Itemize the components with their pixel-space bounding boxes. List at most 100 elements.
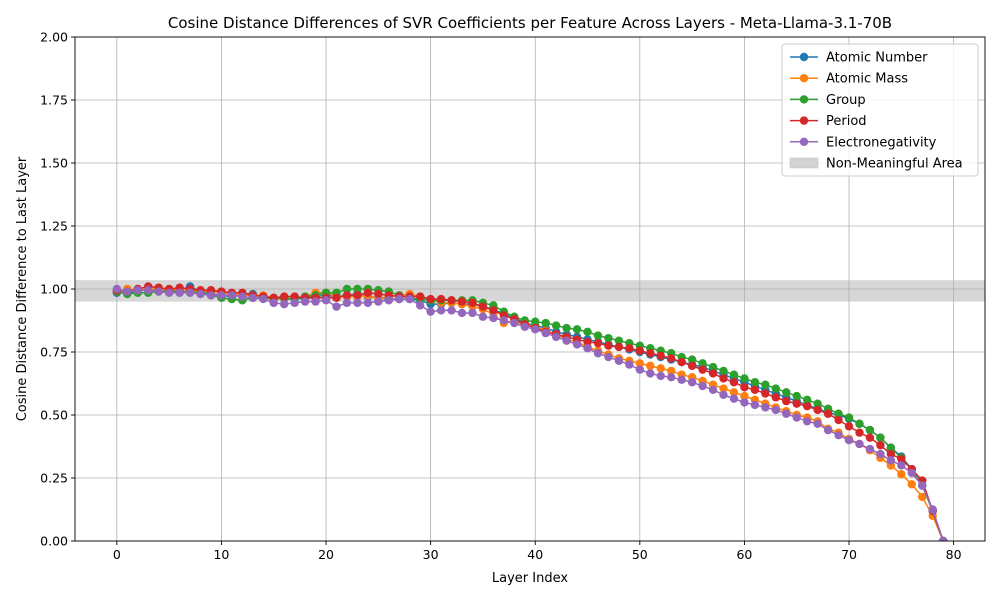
legend-marker-electronegativity — [799, 137, 809, 146]
data-point-period — [771, 393, 781, 402]
data-point-period — [823, 409, 833, 418]
data-point-period — [614, 342, 624, 352]
data-point-group — [813, 399, 822, 408]
data-point-electronegativity — [813, 419, 822, 429]
data-point-period — [792, 399, 801, 408]
data-point-electronegativity — [635, 365, 645, 374]
data-point-electronegativity — [185, 288, 195, 297]
data-point-electronegativity — [290, 298, 299, 308]
data-point-electronegativity — [342, 298, 352, 308]
x-tick-label: 70 — [841, 547, 857, 562]
data-point-electronegativity — [520, 322, 529, 331]
data-point-atomic-mass — [667, 366, 676, 376]
data-point-electronegativity — [332, 302, 341, 311]
data-point-electronegativity — [677, 375, 686, 384]
data-point-period — [279, 292, 289, 301]
data-point-period — [415, 292, 425, 301]
data-point-electronegativity — [415, 301, 425, 310]
data-point-electronegativity — [625, 360, 634, 369]
data-point-electronegativity — [667, 373, 676, 382]
legend-label-band: Non-Meaningful Area — [826, 157, 963, 172]
data-point-group — [865, 425, 875, 435]
data-point-electronegativity — [405, 294, 414, 304]
data-point-period — [646, 349, 655, 358]
data-point-period — [635, 346, 645, 355]
data-point-group — [342, 284, 352, 294]
data-point-electronegativity — [844, 436, 854, 445]
data-point-electronegativity — [583, 344, 592, 353]
data-point-electronegativity — [489, 313, 498, 323]
y-tick-label: 2.00 — [40, 30, 68, 45]
data-point-electronegativity — [311, 297, 320, 306]
data-point-electronegativity — [510, 318, 519, 328]
data-point-group — [604, 333, 613, 343]
data-point-atomic-mass — [656, 364, 665, 373]
data-point-period — [698, 365, 707, 374]
data-point-electronegativity — [447, 306, 456, 315]
data-point-electronegativity — [614, 356, 624, 366]
legend-swatch-band — [789, 157, 819, 169]
data-point-group — [583, 327, 592, 337]
data-point-period — [729, 378, 739, 387]
x-tick-label: 40 — [527, 547, 543, 562]
data-point-electronegativity — [426, 307, 435, 316]
data-point-period — [886, 449, 896, 459]
data-point-period — [750, 385, 760, 394]
data-point-group — [750, 378, 760, 387]
data-point-group — [719, 366, 728, 376]
data-point-electronegativity — [823, 425, 833, 435]
legend-item-atomic-mass: Atomic Mass — [790, 72, 908, 87]
data-point-group — [562, 323, 571, 333]
data-point-period — [844, 422, 854, 431]
data-point-atomic-mass — [729, 388, 739, 397]
data-point-electronegativity — [792, 413, 801, 422]
legend-marker-atomic-mass — [799, 74, 809, 83]
series-electronegativity — [112, 284, 948, 541]
data-point-atomic-mass — [635, 359, 645, 368]
data-point-electronegativity — [719, 390, 728, 400]
data-point-period — [374, 289, 383, 299]
x-tick-label: 0 — [113, 547, 121, 562]
data-point-period — [583, 337, 592, 347]
data-point-group — [761, 380, 770, 389]
data-point-group — [876, 433, 885, 442]
legend-label-period: Period — [826, 114, 867, 129]
data-point-electronegativity — [865, 444, 875, 454]
data-point-electronegativity — [363, 298, 373, 308]
data-point-electronegativity — [144, 286, 153, 295]
data-point-electronegativity — [928, 505, 937, 514]
data-point-period — [468, 298, 477, 308]
data-point-period — [719, 374, 728, 383]
data-point-electronegativity — [551, 332, 561, 342]
data-point-electronegativity — [802, 417, 812, 426]
chart-title: Cosine Distance Differences of SVR Coeff… — [168, 14, 892, 32]
data-point-electronegativity — [938, 536, 948, 541]
data-point-group — [792, 391, 801, 401]
data-point-period — [604, 341, 613, 350]
y-tick-label: 0.25 — [40, 471, 68, 486]
legend-item-band: Non-Meaningful Area — [789, 157, 963, 172]
data-point-group — [541, 318, 550, 328]
legend: Atomic Number Atomic Mass Group Period Elect… — [781, 43, 979, 177]
data-point-period — [353, 291, 362, 300]
data-point-group — [551, 321, 561, 330]
data-point-period — [834, 415, 843, 425]
data-point-group — [844, 413, 854, 422]
data-point-electronegativity — [395, 294, 404, 304]
data-point-electronegativity — [907, 468, 916, 478]
data-point-group — [771, 384, 781, 393]
x-tick-label: 80 — [946, 547, 962, 562]
data-point-period — [708, 369, 718, 378]
data-point-period — [489, 306, 498, 315]
x-tick-label: 60 — [736, 547, 752, 562]
x-axis-label: Layer Index — [492, 571, 568, 586]
x-tick-label: 30 — [423, 547, 439, 562]
data-point-period — [897, 454, 906, 464]
data-point-group — [855, 419, 864, 429]
data-point-group — [886, 443, 896, 452]
data-point-electronegativity — [897, 461, 906, 470]
data-point-electronegativity — [499, 316, 509, 325]
data-point-electronegativity — [175, 288, 184, 297]
data-point-period — [855, 428, 864, 437]
legend-item-group: Group — [790, 93, 866, 108]
